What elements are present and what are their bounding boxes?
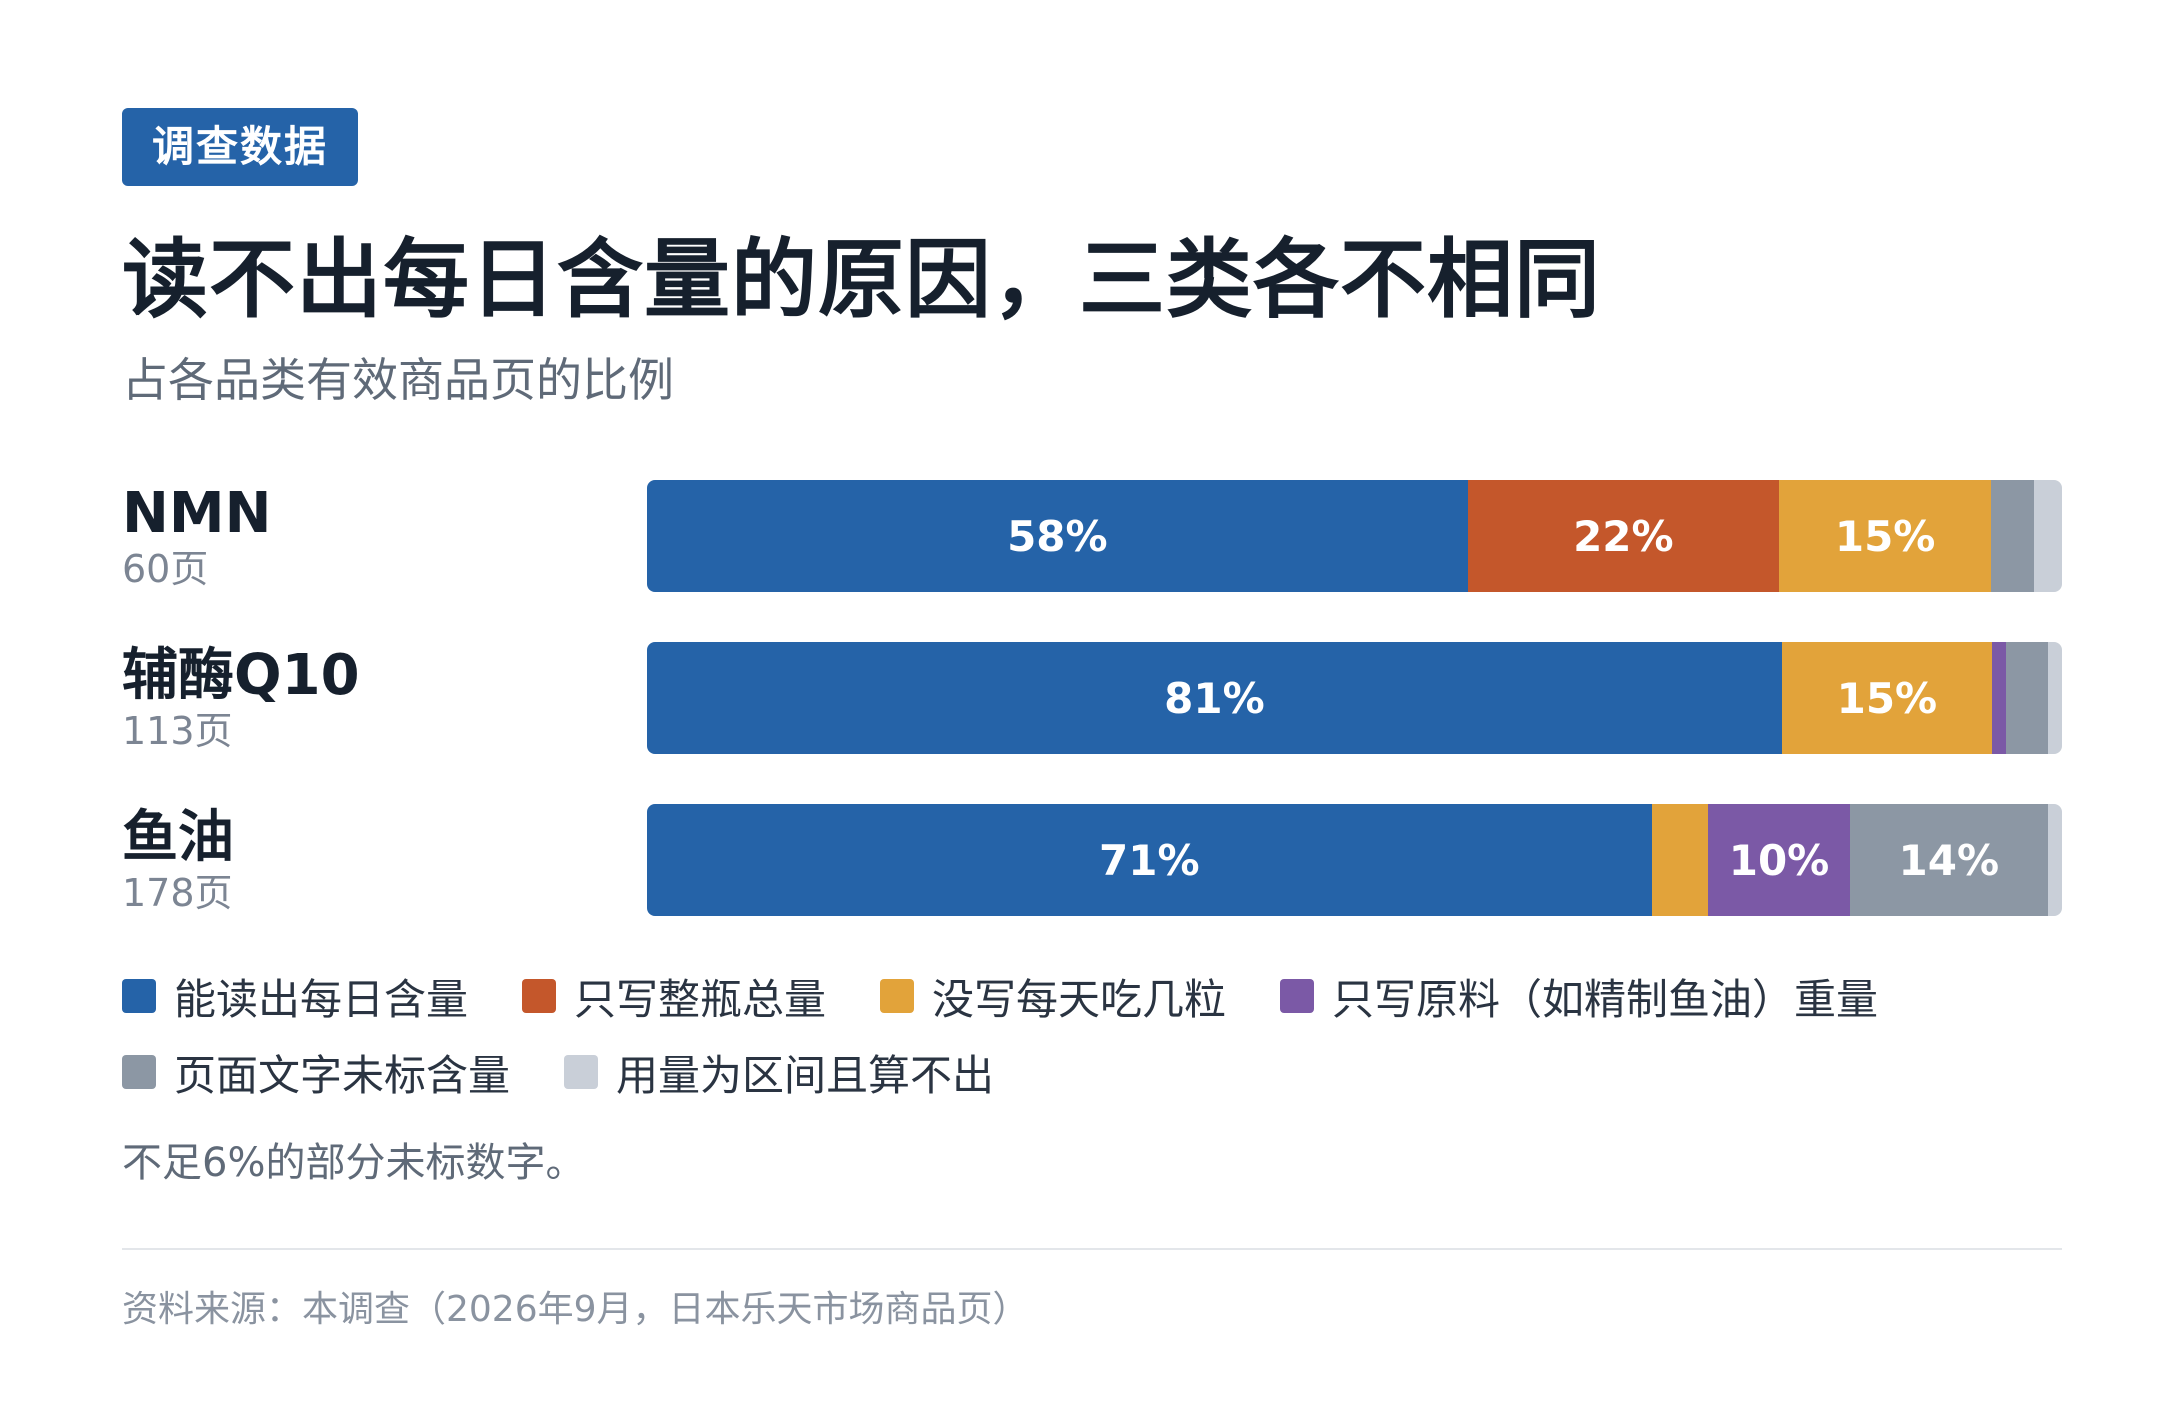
bar-segment: 14%	[1849, 804, 2048, 916]
data-label: 58%	[1007, 511, 1108, 561]
data-label: 81%	[1164, 673, 1265, 723]
legend-swatch	[122, 1055, 156, 1089]
bar-segment	[1991, 480, 2034, 592]
category-count: 178页	[122, 871, 233, 915]
bar-row: 鱼油 178页 71% 10% 14%	[122, 804, 2062, 916]
data-label: 22%	[1573, 511, 1674, 561]
bar-segment	[2005, 642, 2048, 754]
bar-segment: 71%	[647, 804, 1652, 916]
bar-segment: 15%	[1778, 480, 1992, 592]
bar-segment	[2047, 642, 2062, 754]
stacked-bar: 58% 22% 15%	[647, 480, 2062, 592]
legend-item: 页面文字未标含量	[122, 1042, 510, 1103]
chart-card: 调查数据 读不出每日含量的原因，三类各不相同 占各品类有效商品页的比例 NMN 6…	[122, 108, 2062, 1330]
chart-title: 读不出每日含量的原因，三类各不相同	[122, 230, 1601, 330]
footer-divider	[122, 1248, 2062, 1250]
stacked-bar-chart: NMN 60页 58% 22% 15% 辅酶Q10 113页 81% 15% 鱼油 178页 71% 1…	[122, 480, 2062, 966]
legend-item: 只写整瓶总量	[522, 966, 826, 1027]
legend-label: 只写原料（如精制鱼油）重量	[1332, 974, 1879, 1024]
category-label: 辅酶Q10	[122, 643, 360, 708]
legend-label: 只写整瓶总量	[574, 974, 827, 1024]
chart-subtitle: 占各品类有效商品页的比例	[122, 353, 674, 407]
bar-segment: 81%	[647, 642, 1782, 754]
bar-segment	[1991, 642, 2006, 754]
legend-swatch	[122, 979, 156, 1013]
bar-segment	[2047, 804, 2062, 916]
category-badge: 调查数据	[122, 108, 359, 186]
category-label: NMN	[122, 481, 272, 546]
stacked-bar: 71% 10% 14%	[647, 804, 2062, 916]
legend-swatch	[522, 979, 557, 1013]
row-label: NMN 60页	[122, 482, 602, 592]
category-label: 鱼油	[122, 805, 234, 870]
legend-swatch	[880, 979, 915, 1013]
row-label: 鱼油 178页	[122, 806, 602, 916]
legend-row: 页面文字未标含量 用量为区间且算不出	[122, 1044, 2062, 1100]
category-count: 60页	[122, 547, 209, 591]
data-label: 71%	[1099, 835, 1200, 885]
data-label: 15%	[1836, 673, 1938, 723]
legend-label: 没写每天吃几粒	[932, 974, 1227, 1024]
legend-item: 只写原料（如精制鱼油）重量	[1280, 966, 1878, 1027]
legend-label: 能读出每日含量	[174, 974, 469, 1024]
legend-item: 能读出每日含量	[122, 966, 468, 1027]
data-label: 10%	[1728, 835, 1830, 885]
bar-row: 辅酶Q10 113页 81% 15%	[122, 642, 2062, 754]
data-label: 14%	[1898, 835, 2000, 885]
bar-segment	[2033, 480, 2062, 592]
chart-note: 不足6%的部分未标数字。	[122, 1140, 586, 1186]
bar-segment: 15%	[1781, 642, 1992, 754]
legend-label: 页面文字未标含量	[174, 1050, 511, 1100]
bar-segment: 58%	[647, 480, 1468, 592]
legend-row: 能读出每日含量 只写整瓶总量 没写每天吃几粒 只写原料（如精制鱼油）重量	[122, 968, 2062, 1024]
bar-segment: 22%	[1467, 480, 1779, 592]
stacked-bar: 81% 15%	[647, 642, 2062, 754]
bar-row: NMN 60页 58% 22% 15%	[122, 480, 2062, 592]
legend-swatch	[564, 1055, 599, 1089]
legend-swatch	[1280, 979, 1315, 1013]
bar-segment: 10%	[1708, 804, 1850, 916]
source-line: 资料来源：本调查（2026年9月，日本乐天市场商品页）	[122, 1289, 1029, 1330]
category-count: 113页	[122, 709, 233, 753]
chart-legend: 能读出每日含量 只写整瓶总量 没写每天吃几粒 只写原料（如精制鱼油）重量页面文字未标含…	[122, 968, 2062, 1120]
legend-item: 用量为区间且算不出	[564, 1042, 994, 1103]
legend-item: 没写每天吃几粒	[880, 966, 1226, 1027]
data-label: 15%	[1834, 511, 1936, 561]
row-label: 辅酶Q10 113页	[122, 644, 602, 754]
bar-segment	[1651, 804, 1709, 916]
legend-label: 用量为区间且算不出	[616, 1050, 995, 1100]
